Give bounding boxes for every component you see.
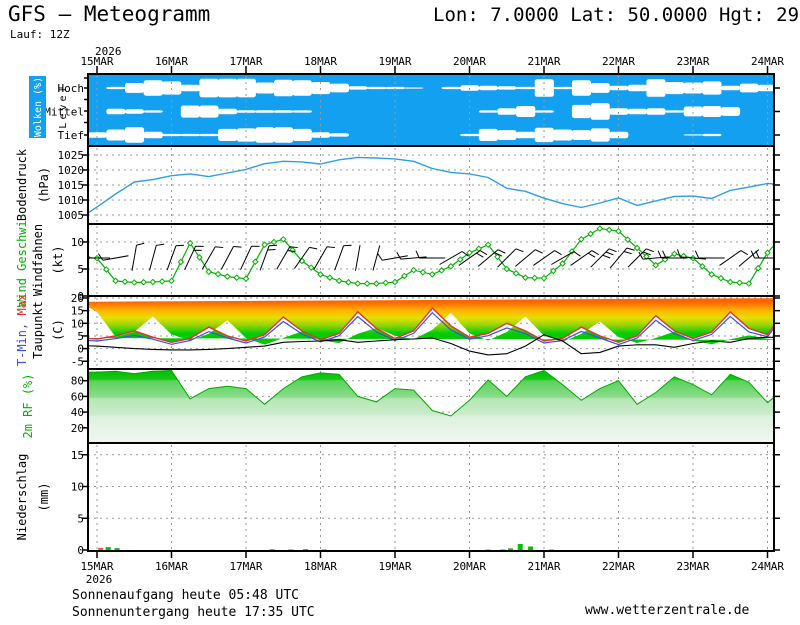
svg-text:5: 5 <box>77 263 84 276</box>
svg-text:Level: Level <box>58 83 69 128</box>
svg-text:0: 0 <box>77 343 84 356</box>
svg-text:10: 10 <box>71 236 84 249</box>
svg-text:15MAR: 15MAR <box>80 560 113 573</box>
svg-text:20MAR: 20MAR <box>453 560 486 573</box>
svg-text:16MAR: 16MAR <box>155 560 188 573</box>
svg-text:1010: 1010 <box>58 194 85 207</box>
svg-text:1015: 1015 <box>58 179 85 192</box>
svg-text:21MAR: 21MAR <box>527 55 560 68</box>
svg-text:23MAR: 23MAR <box>676 560 709 573</box>
sunrise-text: Sonnenaufgang heute 05:48 UTC <box>72 588 299 603</box>
svg-text:2m RF (%): 2m RF (%) <box>21 373 35 438</box>
panel-wind <box>89 225 773 287</box>
svg-text:15: 15 <box>71 305 84 318</box>
panel-precip <box>98 544 554 550</box>
svg-text:Hoch: Hoch <box>58 82 85 95</box>
svg-text:80: 80 <box>71 375 84 388</box>
svg-text:1020: 1020 <box>58 164 85 177</box>
svg-text:19MAR: 19MAR <box>378 560 411 573</box>
svg-text:22MAR: 22MAR <box>602 55 635 68</box>
svg-text:60: 60 <box>71 390 84 403</box>
svg-text:5: 5 <box>77 512 84 525</box>
svg-text:17MAR: 17MAR <box>229 55 262 68</box>
svg-text:16MAR: 16MAR <box>155 55 188 68</box>
svg-text:(mm): (mm) <box>37 483 51 512</box>
svg-text:10: 10 <box>71 317 84 330</box>
svg-text:18MAR: 18MAR <box>304 560 337 573</box>
svg-text:5: 5 <box>77 330 84 343</box>
svg-text:24MAR: 24MAR <box>751 560 784 573</box>
svg-text:Taupunkt: Taupunkt <box>31 301 45 359</box>
svg-text:24MAR: 24MAR <box>751 55 784 68</box>
svg-text:(hPa): (hPa) <box>37 167 51 203</box>
sunset-text: Sonnenuntergang heute 17:35 UTC <box>72 605 315 620</box>
svg-text:-5: -5 <box>71 355 84 368</box>
svg-text:Bodendruck: Bodendruck <box>15 148 29 221</box>
svg-text:18MAR: 18MAR <box>304 55 337 68</box>
svg-text:1005: 1005 <box>58 209 85 222</box>
panel-borders <box>87 73 775 552</box>
svg-text:0: 0 <box>77 544 84 557</box>
panel-pressure <box>89 156 773 214</box>
svg-text:15MAR: 15MAR <box>80 55 113 68</box>
svg-text:2026: 2026 <box>86 573 113 586</box>
svg-text:20MAR: 20MAR <box>453 55 486 68</box>
svg-text:15: 15 <box>71 449 84 462</box>
svg-text:20: 20 <box>71 422 84 435</box>
axis-labels: 2026202615MAR15MAR16MAR16MAR17MAR17MAR18… <box>44 45 784 586</box>
svg-text:0: 0 <box>77 290 84 303</box>
svg-text:22MAR: 22MAR <box>602 560 635 573</box>
panel-temp <box>89 298 773 356</box>
panel-rf <box>89 370 773 442</box>
svg-text:21MAR: 21MAR <box>527 560 560 573</box>
svg-text:23MAR: 23MAR <box>676 55 709 68</box>
svg-text:T-Min, Max: T-Min, Max <box>15 294 29 366</box>
panel-clouds <box>88 74 774 146</box>
location-coordinates: Lon: 7.0000 Lat: 50.0000 Hgt: 29 <box>433 4 800 26</box>
svg-text:40: 40 <box>71 406 84 419</box>
svg-text:Windfahnen: Windfahnen <box>31 224 45 296</box>
svg-text:(kt): (kt) <box>51 246 65 275</box>
svg-text:2026: 2026 <box>95 45 122 58</box>
svg-text:Mittel: Mittel <box>44 106 84 119</box>
model-run-label: Lauf: 12Z <box>10 28 70 41</box>
svg-text:Wind Geschwi.: Wind Geschwi. <box>15 213 29 307</box>
svg-text:10: 10 <box>71 481 84 494</box>
svg-text:19MAR: 19MAR <box>378 55 411 68</box>
svg-text:17MAR: 17MAR <box>229 560 262 573</box>
svg-text:Tief: Tief <box>58 129 85 142</box>
svg-text:Wolken (%): Wolken (%) <box>33 77 44 137</box>
panel-titles: Wolken (%) Level Bodendruck (hPa) Wind Gesch… <box>15 76 69 540</box>
website-link[interactable]: www.wetterzentrale.de <box>585 603 750 618</box>
svg-text:20: 20 <box>71 292 84 305</box>
svg-text:1025: 1025 <box>58 149 85 162</box>
page-title: GFS – Meteogramm <box>8 2 211 26</box>
svg-text:(C): (C) <box>51 319 65 341</box>
svg-text:Niederschlag: Niederschlag <box>15 454 29 541</box>
